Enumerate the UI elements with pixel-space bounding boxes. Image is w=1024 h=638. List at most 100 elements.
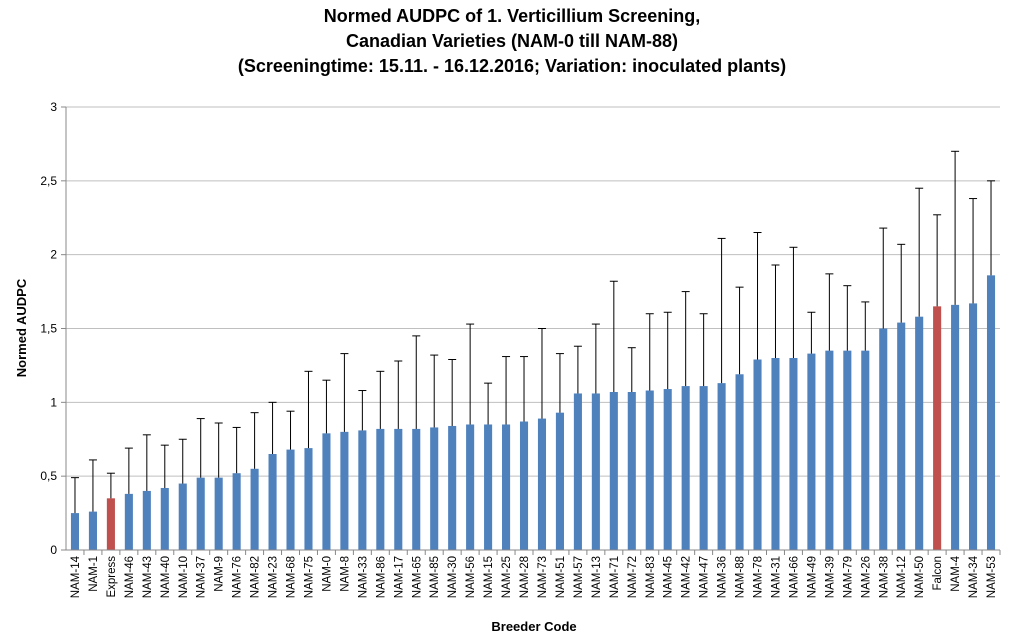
bar [106, 498, 115, 550]
bar [897, 322, 906, 550]
x-tick-label: NAM-71 [609, 556, 621, 598]
bar [969, 303, 978, 550]
x-tick-label: NAM-53 [986, 556, 998, 598]
bar [178, 483, 187, 550]
error-bars [70, 150, 996, 514]
bar [627, 391, 636, 550]
x-tick-label: NAM-56 [465, 556, 477, 598]
x-axis-title: Breeder Code [491, 619, 576, 634]
bar [376, 428, 385, 550]
x-tick-label: NAM-68 [286, 556, 298, 598]
x-tick-label: NAM-49 [806, 556, 818, 598]
bar [70, 513, 80, 550]
x-tick-label: NAM-46 [124, 556, 136, 598]
bars [70, 275, 996, 550]
bar [807, 353, 816, 550]
chart-title-line-3: (Screeningtime: 15.11. - 16.12.2016; Var… [237, 56, 787, 76]
y-tick-label: 1,5 [40, 322, 57, 336]
bar [502, 424, 511, 550]
bar [358, 430, 367, 550]
x-tick-label: NAM-73 [537, 556, 549, 598]
bar [214, 477, 223, 550]
x-tick-label: NAM-15 [483, 556, 495, 598]
bar [304, 448, 313, 550]
x-tick-label: NAM-37 [196, 556, 208, 598]
chart-title: Normed AUDPC of 1. Verticillium Screenin… [0, 4, 1024, 79]
bar [915, 316, 924, 550]
x-tick-label: NAM-28 [519, 556, 531, 598]
bar [843, 350, 852, 550]
bar [466, 424, 475, 550]
x-tick-label: NAM-86 [375, 556, 387, 598]
y-axis-title: Normed AUDPC [14, 278, 29, 377]
bar [573, 393, 582, 550]
x-tick-label: NAM-31 [770, 556, 782, 598]
bar [484, 424, 493, 550]
bar [986, 275, 996, 550]
x-tick-label: NAM-23 [268, 556, 280, 598]
bar [448, 425, 457, 550]
x-tick-label: NAM-75 [303, 556, 315, 598]
x-axis-category-labels: NAM-14 NAM-1 Express NAM-46 NAM-43 NAM-40 NAM-… [70, 550, 1001, 598]
x-tick-label: NAM-43 [142, 556, 154, 598]
bar [519, 421, 529, 550]
bar [879, 328, 888, 550]
x-tick-label: Express [106, 556, 118, 598]
x-tick-label: NAM-40 [160, 556, 172, 598]
y-tick-label: 3 [50, 100, 57, 114]
bar [430, 427, 439, 550]
bar [555, 412, 564, 550]
grid-lines [66, 106, 1000, 477]
bar [322, 433, 331, 550]
bar [717, 383, 726, 550]
x-tick-label: NAM-25 [501, 556, 513, 598]
x-tick-label: NAM-9 [214, 556, 226, 592]
x-tick-label: Falcon [932, 556, 944, 591]
x-tick-label: NAM-57 [573, 556, 585, 598]
x-tick-label: NAM-50 [914, 556, 926, 598]
bar [753, 359, 762, 550]
x-tick-label: NAM-36 [717, 556, 729, 598]
x-tick-label: NAM-82 [250, 556, 262, 598]
bar [699, 386, 708, 550]
bar [160, 487, 169, 550]
x-tick-label: NAM-66 [788, 556, 800, 598]
bar [663, 389, 672, 550]
x-tick-label: NAM-85 [429, 556, 441, 598]
x-tick-label: NAM-12 [896, 556, 908, 598]
x-tick-label: NAM-45 [663, 556, 675, 598]
bar [142, 490, 151, 550]
bar [951, 304, 960, 550]
bar [537, 418, 547, 550]
y-tick-label: 2,5 [40, 174, 57, 188]
x-tick-label: NAM-83 [645, 556, 657, 598]
bar [591, 393, 600, 550]
x-tick-label: NAM-14 [70, 555, 82, 598]
bar [340, 431, 349, 550]
x-tick-label: NAM-47 [699, 556, 711, 598]
x-tick-label: NAM-79 [842, 556, 854, 598]
bar [412, 428, 421, 550]
bar [232, 473, 241, 550]
y-tick-label: 1 [50, 395, 57, 409]
y-tick-label: 0 [50, 543, 57, 557]
x-tick-label: NAM-34 [968, 555, 980, 598]
bar [268, 454, 277, 550]
x-tick-label: NAM-8 [339, 556, 351, 592]
y-tick-label: 2 [50, 248, 57, 262]
bar [771, 358, 780, 550]
x-tick-label: NAM-39 [824, 556, 836, 598]
x-tick-label: NAM-30 [447, 556, 459, 598]
x-tick-label: NAM-33 [357, 556, 369, 598]
bar [286, 449, 295, 550]
bar [933, 306, 942, 550]
x-tick-label: NAM-13 [591, 556, 603, 598]
bar [825, 350, 834, 550]
x-tick-label: NAM-72 [627, 556, 639, 598]
bar [645, 390, 654, 550]
x-tick-label: NAM-65 [411, 556, 423, 598]
chart-title-line-2: Canadian Varieties (NAM-0 till NAM-88) [345, 31, 679, 51]
bar [88, 511, 97, 550]
x-tick-label: NAM-38 [878, 556, 890, 598]
